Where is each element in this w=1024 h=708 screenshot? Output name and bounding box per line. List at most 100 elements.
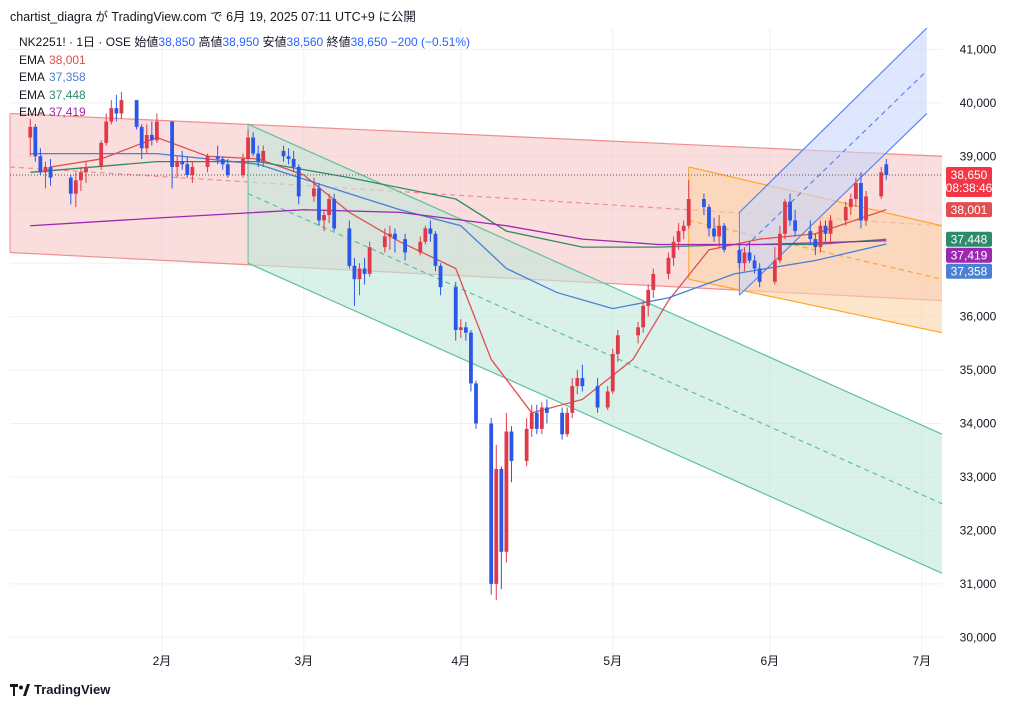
- candle-body: [641, 305, 646, 328]
- candle-body: [504, 431, 509, 552]
- candle-body: [352, 265, 357, 280]
- candle-body: [438, 265, 443, 288]
- ema-label: EMA: [19, 87, 46, 102]
- candle-body: [788, 201, 792, 221]
- ema-row-1[interactable]: EMA 38,001: [19, 52, 470, 70]
- candle-body: [539, 407, 544, 429]
- y-tick-label: 36,000: [960, 310, 997, 324]
- candle-body: [418, 241, 423, 253]
- candle-body: [205, 156, 210, 167]
- chart-legend[interactable]: NK2251! · 1日 · OSE 始値38,850 高値38,950 安値3…: [19, 34, 470, 122]
- candle-body: [686, 199, 691, 226]
- candle-body: [818, 225, 823, 248]
- y-tick-label: 33,000: [960, 470, 997, 484]
- channel-blue-lower: [738, 113, 928, 296]
- candle-body: [570, 386, 575, 413]
- ema-row-2[interactable]: EMA 37,358: [19, 69, 470, 87]
- ema-value: 38,001: [49, 52, 86, 67]
- ema-price-tag-2-bg: [946, 231, 992, 247]
- candle-body: [251, 137, 256, 154]
- tradingview-logo-icon: [10, 683, 30, 696]
- candle-body: [180, 161, 185, 165]
- change-value: −200 (−0.51%): [390, 35, 471, 49]
- candle-body: [529, 412, 534, 429]
- candle-body: [813, 239, 818, 248]
- candle-body: [864, 196, 868, 221]
- low-label: 安値: [262, 35, 287, 49]
- candle-body: [494, 468, 499, 584]
- candle-body: [545, 407, 549, 413]
- price-axis[interactable]: 30,000 31,000 32,000 33,000 34,000 35,000 36,0…: [960, 42, 997, 644]
- candle-body: [220, 158, 225, 165]
- ema-price-tag-2-text: 37,448: [951, 233, 988, 247]
- candle-body: [772, 260, 777, 282]
- candle-body: [453, 287, 458, 330]
- x-tick-label: 2月: [153, 654, 172, 668]
- candle-body: [843, 207, 848, 221]
- ema-row-4[interactable]: EMA 37,419: [19, 104, 470, 122]
- candle-body: [534, 412, 539, 429]
- y-tick-label: 30,000: [960, 630, 997, 644]
- channel-green-mid: [247, 193, 943, 505]
- candle-body: [281, 150, 286, 157]
- candle-body: [752, 260, 757, 269]
- candle-body: [646, 289, 651, 306]
- y-tick-label: 35,000: [960, 363, 997, 377]
- ema-label: EMA: [19, 52, 46, 67]
- candle-body: [676, 231, 681, 242]
- ema-value: 37,358: [49, 70, 86, 84]
- ema-row-3[interactable]: EMA 37,448: [19, 87, 470, 105]
- candle-body: [393, 233, 397, 240]
- high-label: 高値: [198, 35, 223, 49]
- candle-body: [469, 332, 473, 384]
- candle-body: [828, 220, 833, 234]
- candle-body: [48, 166, 53, 178]
- channel-blue-mid: [738, 70, 928, 253]
- candle-body: [433, 233, 438, 266]
- candle-body: [499, 468, 504, 552]
- candle-body: [28, 126, 33, 138]
- candle-body: [783, 201, 787, 234]
- candle-body: [757, 268, 762, 282]
- candle-body: [681, 225, 686, 232]
- candle-body: [322, 215, 326, 221]
- candle-body: [403, 239, 407, 253]
- candle-body: [737, 249, 742, 264]
- ema-price-tag-3-bg: [946, 247, 992, 263]
- last-price-tag-text: 08:38:46: [946, 181, 993, 195]
- candle-body: [261, 150, 266, 162]
- time-axis[interactable]: 2月 3月 4月 5月 6月 7月: [153, 654, 931, 668]
- candle-body: [286, 156, 291, 159]
- candle-body: [610, 354, 615, 392]
- ema-price-tag-4-bg: [946, 263, 992, 279]
- candle-body: [793, 220, 798, 232]
- candle-body: [114, 108, 119, 114]
- tradingview-branding[interactable]: TradingView: [10, 682, 110, 697]
- channel-blue-upper: [738, 27, 928, 213]
- candle-body: [144, 134, 149, 149]
- candle-body: [524, 428, 529, 461]
- candle-body: [68, 177, 73, 194]
- candle-body: [489, 423, 494, 584]
- candle-body: [149, 134, 154, 141]
- ema-price-tag-1-bg: [946, 202, 992, 218]
- candle-body: [317, 188, 321, 221]
- candle-body: [509, 431, 514, 461]
- candle-body: [312, 188, 316, 197]
- candle-body: [367, 247, 372, 274]
- candle-body: [79, 172, 83, 181]
- candle-body: [256, 153, 261, 162]
- candle-body: [742, 252, 747, 264]
- channel-orange-lower: [688, 278, 943, 334]
- candle-body: [119, 100, 124, 114]
- candle-body: [296, 166, 301, 197]
- candle-body: [99, 142, 104, 167]
- candle-body: [382, 236, 387, 248]
- low-value: 38,560: [286, 35, 324, 49]
- regression-channels: [9, 27, 943, 574]
- candle-body: [73, 180, 78, 194]
- y-tick-label: 34,000: [960, 417, 997, 431]
- candle-body: [185, 164, 190, 175]
